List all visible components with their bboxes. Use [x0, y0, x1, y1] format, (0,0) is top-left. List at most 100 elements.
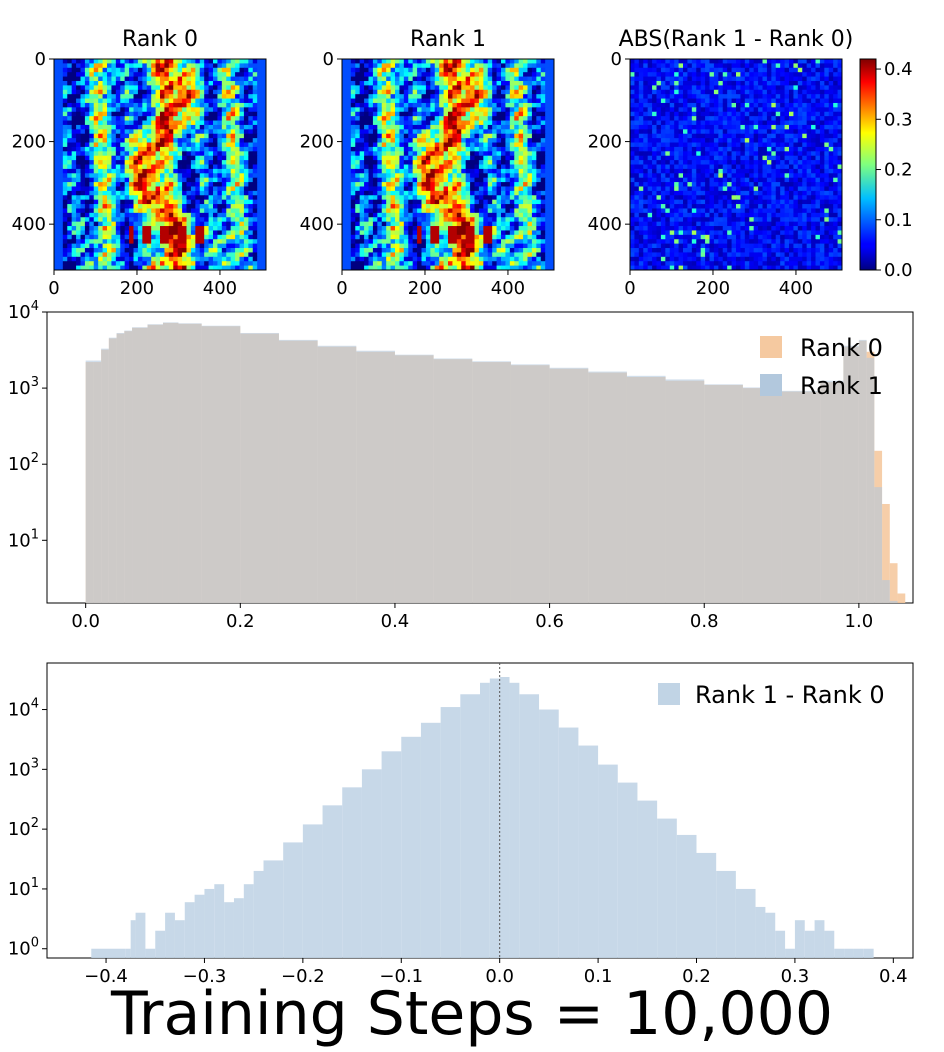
legend-swatch-rank0 — [760, 336, 782, 358]
histogram-bar — [342, 787, 362, 958]
colorbar-tick-label: 0.1 — [884, 210, 913, 231]
histogram-bar — [91, 948, 126, 958]
histogram-bar — [874, 487, 883, 603]
colorbar-tick-label: 0.2 — [884, 160, 913, 181]
x-tick-label: 200 — [408, 278, 442, 299]
histogram-bar — [124, 330, 133, 603]
heatmap-panel-2: ABS(Rank 1 - Rank 0)0 200 40002004000.00.1… — [588, 27, 913, 299]
histogram-bar — [834, 948, 845, 958]
histogram-bar — [820, 380, 844, 603]
histogram-bar — [843, 345, 859, 603]
histogram-difference-panel: −0.4 −0.3 −0.2 −0.1 0.0 0.1 0.2 0.3 0.4 100 101 102… — [8, 662, 914, 987]
heatmap-image — [342, 59, 555, 271]
x-tick-label: −0.1 — [379, 966, 423, 987]
y-tick-label: 0 — [611, 49, 622, 70]
histogram-bar — [125, 948, 131, 958]
histogram-bar — [263, 860, 284, 958]
histogram-bar — [882, 503, 890, 603]
histogram-bar — [278, 339, 318, 603]
colorbar: 0.0 0.1 0.2 0.3 0.4 — [859, 58, 913, 281]
histogram-bar — [381, 751, 402, 958]
histogram-bar — [394, 354, 434, 603]
heatmap-frame — [629, 58, 843, 271]
histogram-bar — [765, 912, 776, 958]
histogram-bar — [440, 707, 461, 958]
histogram-bar — [253, 870, 264, 958]
y-tick-label: 400 — [300, 214, 334, 235]
y-tick-label: 101 — [8, 876, 39, 900]
y-tick-label: 400 — [588, 214, 622, 235]
histogram-bar — [201, 325, 241, 603]
y-tick-label: 104 — [8, 697, 39, 721]
histogram-bar — [93, 360, 102, 603]
histogram-bar — [420, 722, 441, 958]
x-tick-label: 0.3 — [781, 966, 810, 987]
colorbar-tick-label: 0.3 — [884, 109, 913, 130]
y-tick-label: 100 — [8, 936, 39, 960]
histogram-bar — [401, 736, 421, 958]
histogram-bar — [519, 694, 540, 958]
y-tick-label: 103 — [8, 375, 39, 399]
x-tick-label: 0 — [624, 278, 635, 299]
x-tick-label: 200 — [696, 278, 730, 299]
histogram-bar — [735, 888, 756, 958]
histogram-bar — [626, 375, 666, 603]
x-tick-label: 0.0 — [71, 611, 100, 632]
heatmap-panel-0: Rank 0 0 200 400 0 200 400 — [12, 27, 267, 299]
y-tick-label: 200 — [588, 132, 622, 153]
x-tick-label: 0.6 — [535, 611, 564, 632]
x-tick-label: 0.2 — [682, 966, 711, 987]
figure-title: Training Steps = 10,000 — [110, 979, 834, 1049]
histogram-bar — [460, 694, 480, 958]
histogram-bar — [224, 902, 234, 958]
histogram-bar — [588, 371, 627, 603]
histogram-bar — [356, 350, 395, 603]
histogram-bar — [145, 948, 156, 958]
heatmap-frame — [341, 58, 555, 271]
legend-label-rank1: Rank 1 — [800, 372, 883, 400]
histogram-bar — [539, 709, 559, 958]
heatmap-title: ABS(Rank 1 - Rank 0) — [619, 27, 854, 52]
histogram-bar — [858, 339, 867, 603]
histogram-bar — [897, 593, 906, 603]
histogram-bar — [755, 906, 766, 958]
x-tick-label: 400 — [491, 278, 525, 299]
colorbar-tick-label: 0.4 — [884, 59, 913, 80]
x-tick-label: 0.2 — [226, 611, 255, 632]
histogram-bar — [558, 727, 579, 958]
legend-swatch-diff — [658, 683, 680, 705]
histogram-difference-legend: Rank 1 - Rank 0 — [658, 681, 885, 709]
x-tick-label: −0.3 — [183, 966, 227, 987]
histogram-bar — [101, 348, 109, 603]
histogram-bar — [844, 948, 854, 958]
heatmap-title: Rank 1 — [410, 27, 486, 52]
x-tick-label: 0.4 — [879, 966, 908, 987]
histogram-bar — [135, 912, 146, 958]
histogram-bar — [116, 332, 125, 603]
y-tick-label: 104 — [8, 299, 39, 323]
histogram-bar — [178, 323, 202, 603]
y-tick-label: 101 — [8, 527, 39, 551]
histogram-bar — [882, 580, 890, 603]
histogram-bar — [480, 682, 490, 958]
x-tick-label: 200 — [120, 278, 154, 299]
histogram-bar — [184, 902, 195, 958]
y-tick-label: 400 — [12, 214, 46, 235]
y-tick-label: 102 — [8, 451, 39, 475]
histogram-bar — [132, 327, 148, 603]
histogram-bar — [617, 782, 638, 958]
histogram-bar — [742, 387, 782, 603]
x-tick-label: 400 — [203, 278, 237, 299]
colorbar-tick-label: 0.0 — [884, 260, 913, 281]
histogram-bar — [824, 930, 835, 958]
histogram-bar — [165, 912, 175, 958]
histogram-bar — [204, 888, 215, 958]
x-tick-label: −0.4 — [84, 966, 128, 987]
histogram-bar — [108, 337, 117, 603]
histogram-bar — [302, 824, 323, 958]
histogram-bar — [510, 364, 550, 603]
x-tick-label: 0.4 — [381, 611, 410, 632]
histogram-bar — [361, 769, 382, 958]
histogram-bar — [889, 600, 898, 603]
